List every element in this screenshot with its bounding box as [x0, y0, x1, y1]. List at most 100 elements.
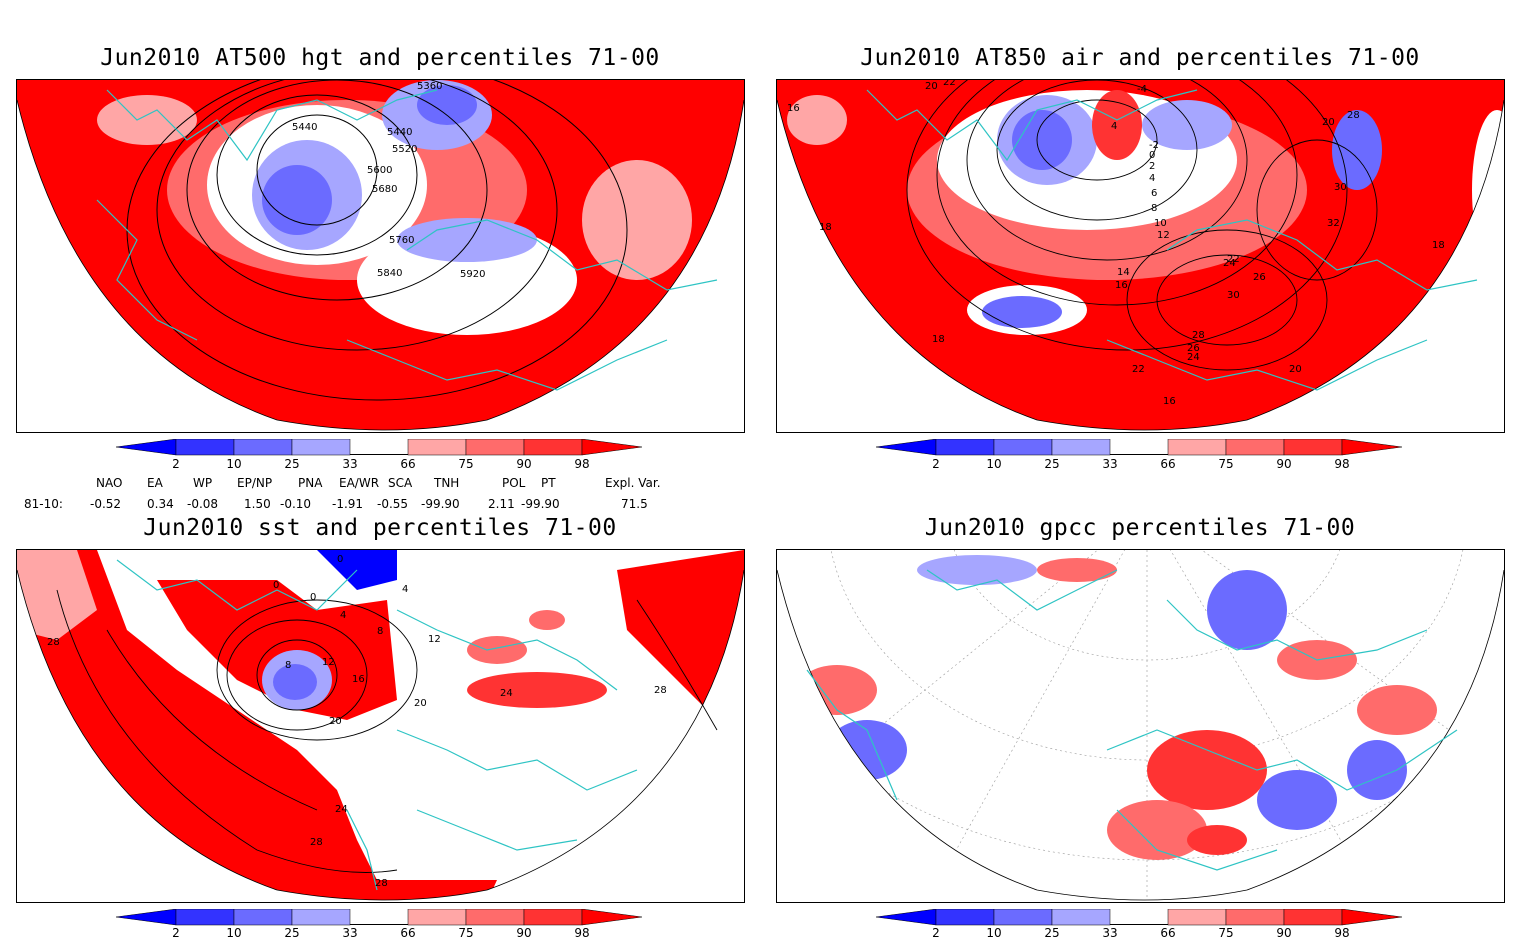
tick-label: 2	[172, 457, 180, 471]
svg-text:5680: 5680	[372, 184, 397, 195]
svg-text:20: 20	[1289, 364, 1302, 375]
tele-value: -99.90	[421, 497, 460, 511]
svg-text:20: 20	[414, 698, 427, 709]
contour-labels-at500: 5360 5440 5440 5520 5600 5680 5760 5840 …	[292, 81, 485, 280]
svg-text:12: 12	[322, 657, 335, 668]
map-panel-at850: 20 22 16 -4 4 -2 0 2 4 6 8 10 12 14 16 1…	[776, 79, 1505, 433]
tick-label: 33	[342, 457, 358, 471]
svg-text:18: 18	[932, 334, 945, 345]
tick-label: 98	[1334, 457, 1350, 471]
svg-text:18: 18	[1432, 240, 1445, 251]
tele-header: WP	[193, 476, 213, 490]
tick-label: 66	[400, 926, 416, 940]
svg-text:5520: 5520	[392, 144, 417, 155]
tick-label: 2	[172, 926, 180, 940]
svg-text:28: 28	[47, 637, 60, 648]
svg-text:28: 28	[1192, 330, 1205, 341]
tele-header: POL	[502, 476, 526, 490]
svg-text:20: 20	[1322, 117, 1335, 128]
svg-text:30: 30	[1334, 182, 1347, 193]
map-sst: 28 0 0 0 4 4 8 8 12 12 16 20 20 24 24 28…	[17, 550, 744, 901]
svg-text:5600: 5600	[367, 165, 392, 176]
svg-text:16: 16	[1115, 280, 1128, 291]
tele-header: TNH	[434, 476, 460, 490]
svg-text:30: 30	[1227, 290, 1240, 301]
svg-text:0: 0	[1149, 150, 1155, 161]
tick-label: 10	[986, 926, 1002, 940]
tick-label: 90	[516, 926, 532, 940]
svg-text:4: 4	[1149, 173, 1155, 184]
svg-text:-2: -2	[1149, 140, 1159, 151]
tick-label: 90	[516, 457, 532, 471]
svg-text:6: 6	[1151, 188, 1157, 199]
tele-value: 71.5	[621, 497, 648, 511]
svg-text:5920: 5920	[460, 269, 485, 280]
tele-header: Expl. Var.	[605, 476, 661, 490]
svg-text:20: 20	[925, 81, 938, 92]
tele-header: PNA	[298, 476, 323, 490]
tick-label: 75	[1218, 457, 1234, 471]
svg-text:4: 4	[1111, 121, 1117, 132]
svg-text:22: 22	[1132, 364, 1145, 375]
colorbar-bottom-left	[116, 909, 643, 926]
contour-labels-sst: 28 0 0 0 4 4 8 8 12 12 16 20 20 24 24 28…	[47, 554, 667, 889]
tele-header: NAO	[96, 476, 123, 490]
panel-title-at500: Jun2010 AT500 hgt and percentiles 71-00	[100, 45, 660, 71]
svg-text:5840: 5840	[377, 268, 402, 279]
tele-value: -0.10	[280, 497, 312, 511]
tick-label: 98	[1334, 926, 1350, 940]
svg-text:4: 4	[402, 584, 408, 595]
contour-labels-at850: 20 22 16 -4 4 -2 0 2 4 6 8 10 12 14 16 1…	[787, 80, 1445, 407]
svg-text:24: 24	[1187, 352, 1200, 363]
tick-label: 33	[1102, 926, 1118, 940]
tele-value: -0.55	[377, 497, 409, 511]
tick-label: 66	[1160, 926, 1176, 940]
tick-label: 75	[458, 926, 474, 940]
tick-label: 98	[574, 926, 590, 940]
svg-text:24: 24	[500, 688, 513, 699]
tick-label: 25	[284, 926, 300, 940]
svg-text:10: 10	[1154, 218, 1167, 229]
tele-value: 2.11	[488, 497, 515, 511]
tele-value: 1.50	[244, 497, 271, 511]
svg-text:18: 18	[819, 222, 832, 233]
svg-text:8: 8	[377, 626, 383, 637]
tele-header: EA/WR	[339, 476, 380, 490]
tick-label: 98	[574, 457, 590, 471]
svg-text:32: 32	[1327, 218, 1340, 229]
svg-text:8: 8	[1151, 203, 1157, 214]
tick-label: 75	[458, 457, 474, 471]
tele-value: -0.08	[187, 497, 219, 511]
colorbar-top-left	[116, 439, 643, 456]
svg-text:28: 28	[1347, 110, 1360, 121]
svg-text:4: 4	[340, 610, 346, 621]
tick-label: 33	[1102, 457, 1118, 471]
svg-text:0: 0	[310, 592, 316, 603]
svg-text:26: 26	[1253, 272, 1266, 283]
panel-title-sst: Jun2010 sst and percentiles 71-00	[143, 515, 617, 541]
colorbar-bottom-right	[876, 909, 1403, 926]
svg-text:0: 0	[273, 580, 279, 591]
tele-header: EP/NP	[237, 476, 273, 490]
svg-text:5440: 5440	[292, 122, 317, 133]
tick-label: 25	[1044, 926, 1060, 940]
tick-label: 66	[1160, 457, 1176, 471]
svg-text:2: 2	[1149, 161, 1155, 172]
colorbar-top-right	[876, 439, 1403, 456]
tick-label: 25	[1044, 457, 1060, 471]
svg-text:5440: 5440	[387, 127, 412, 138]
tele-value: -99.90	[521, 497, 560, 511]
svg-text:16: 16	[787, 103, 800, 114]
panel-title-at850: Jun2010 AT850 air and percentiles 71-00	[860, 45, 1420, 71]
tick-label: 10	[226, 926, 242, 940]
svg-text:26: 26	[1187, 343, 1200, 354]
svg-text:12: 12	[428, 634, 441, 645]
map-panel-at500: 5360 5440 5440 5520 5600 5680 5760 5840 …	[16, 79, 745, 433]
tick-label: 90	[1276, 926, 1292, 940]
map-panel-sst: 28 0 0 0 4 4 8 8 12 12 16 20 20 24 24 28…	[16, 549, 745, 903]
map-gpcc	[777, 550, 1504, 901]
map-at850: 20 22 16 -4 4 -2 0 2 4 6 8 10 12 14 16 1…	[777, 80, 1504, 431]
tele-value: -0.52	[90, 497, 122, 511]
map-at500: 5360 5440 5440 5520 5600 5680 5760 5840 …	[17, 80, 744, 431]
tele-row-label: 81-10:	[24, 497, 63, 511]
